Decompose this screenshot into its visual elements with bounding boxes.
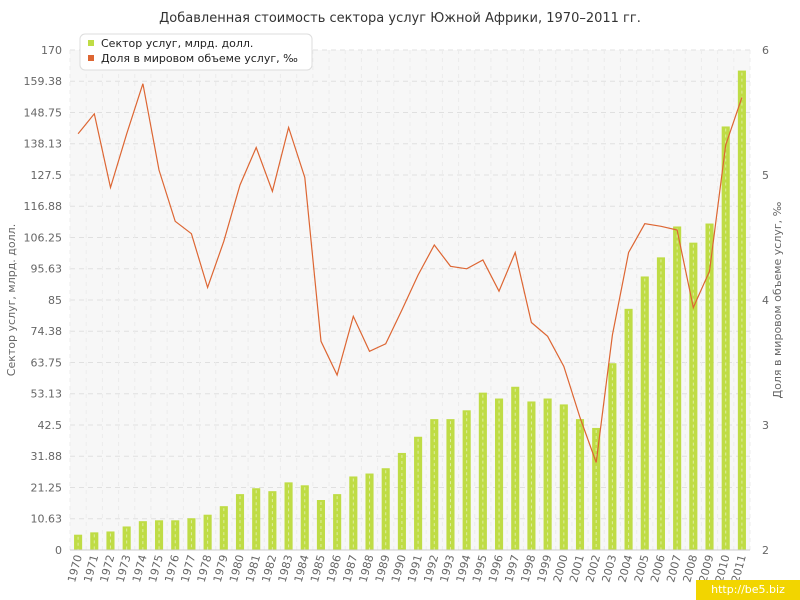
y-tick-label: 95.63 [31, 263, 63, 276]
legend-swatch-bars [88, 40, 94, 46]
bar [624, 308, 633, 550]
left-axis-ticks: 0 10.63 21.25 31.88 42.5 53.13 63.75 74.38 85 95.… [24, 44, 63, 557]
right-axis-ticks: 2 3 4 5 6 [762, 44, 769, 557]
bar [673, 226, 682, 550]
x-axis-ticks: 1970197119721973197419751976197719781979… [65, 553, 749, 583]
y-tick-label: 63.75 [31, 357, 63, 370]
y-tick-label: 74.38 [31, 325, 63, 338]
y2-tick-label: 4 [762, 294, 769, 307]
y2-tick-label: 5 [762, 169, 769, 182]
bar [559, 404, 568, 550]
chart-title: Добавленная стоимость сектора услуг Южно… [159, 11, 641, 26]
legend: Сектор услуг, млрд. долл. Доля в мировом… [79, 33, 313, 71]
grid-lines [69, 49, 751, 550]
bar [446, 419, 455, 550]
bar [705, 223, 714, 550]
bar [349, 476, 358, 550]
bar [397, 452, 406, 550]
bar [478, 392, 487, 550]
y-tick-label: 42.5 [38, 419, 63, 432]
watermark-link[interactable]: http://be5.biz [696, 580, 800, 600]
bar [268, 491, 277, 550]
bar [316, 500, 325, 550]
y-tick-label: 0 [55, 544, 62, 557]
legend-label-bars: Сектор услуг, млрд. долл. [101, 37, 253, 50]
bar [252, 488, 261, 550]
y-tick-label: 106.25 [24, 232, 63, 245]
y2-tick-label: 3 [762, 419, 769, 432]
legend-label-line: Доля в мировом объеме услуг, ‰ [101, 52, 298, 65]
y-tick-label: 127.5 [31, 169, 63, 182]
y-tick-label: 10.63 [31, 513, 63, 526]
bar-series [74, 70, 746, 551]
bar [430, 419, 439, 550]
y-tick-label: 85 [48, 294, 62, 307]
y-tick-label: 31.88 [31, 450, 63, 463]
bar [737, 70, 746, 551]
y-tick-label: 53.13 [31, 388, 63, 401]
bar [122, 526, 131, 550]
bar [203, 514, 212, 550]
bar [592, 427, 601, 550]
bar [721, 126, 730, 551]
y2-tick-label: 2 [762, 544, 769, 557]
y2-tick-label: 6 [762, 44, 769, 57]
y-tick-label: 170 [41, 44, 62, 57]
share-line [77, 83, 743, 463]
bar [575, 419, 585, 550]
legend-swatch-line [88, 55, 94, 61]
y-tick-label: 21.25 [31, 482, 63, 495]
y-tick-label: 148.75 [24, 107, 63, 120]
y-tick-label: 138.13 [24, 138, 63, 151]
right-axis-title: Доля в мировом объеме услуг, ‰ [771, 201, 784, 398]
bar [74, 534, 83, 550]
y-tick-label: 116.88 [24, 200, 63, 213]
left-axis-title: Сектор услуг, млрд. долл. [5, 224, 18, 376]
legend-box [79, 33, 313, 71]
y-tick-label: 159.38 [24, 75, 63, 88]
